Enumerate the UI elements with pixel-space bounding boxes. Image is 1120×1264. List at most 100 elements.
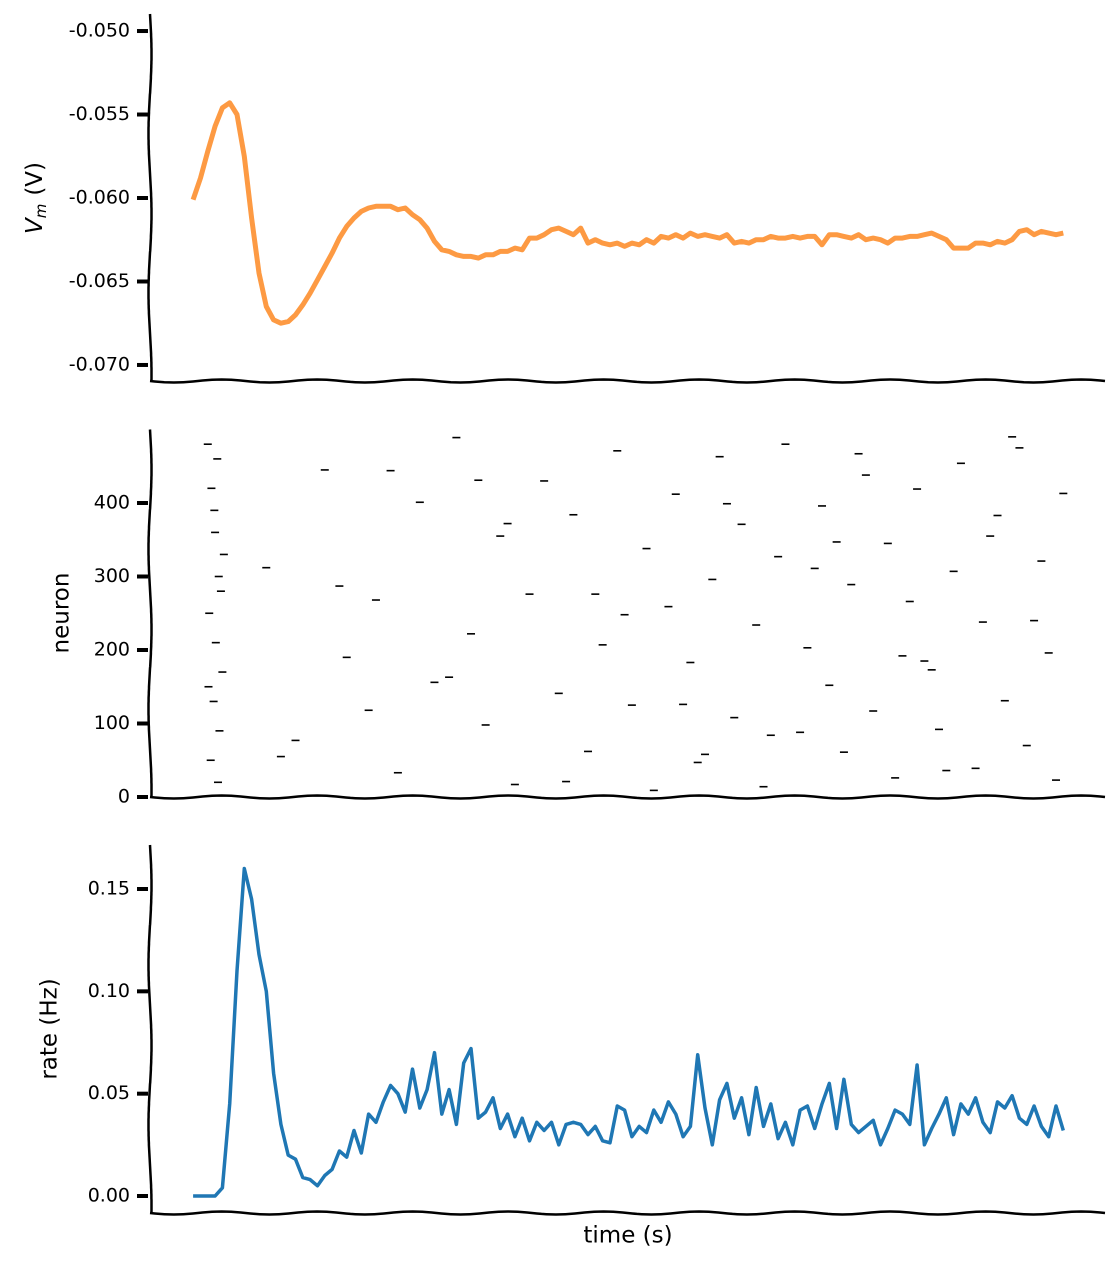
- spike: [262, 566, 271, 569]
- spike: [861, 474, 870, 476]
- spike: [584, 750, 593, 753]
- spike: [671, 493, 680, 495]
- spike: [335, 585, 344, 587]
- spike: [540, 480, 549, 482]
- spike: [803, 646, 812, 649]
- y-tick-label: 0.15: [88, 878, 130, 900]
- spike: [554, 692, 563, 695]
- spike: [847, 583, 856, 586]
- spike: [1015, 447, 1024, 449]
- spike: [701, 753, 710, 756]
- spike: [649, 789, 658, 792]
- spike: [291, 739, 300, 742]
- y-axis-spine: [147, 844, 153, 1214]
- y-label-symbol: V: [22, 216, 48, 234]
- y-tick-label: 300: [94, 565, 130, 587]
- spike: [206, 759, 215, 762]
- spike: [452, 436, 461, 439]
- y-tick-label: 0: [118, 786, 130, 808]
- spike: [211, 531, 220, 534]
- spike: [207, 487, 216, 490]
- y-tick-label: 100: [94, 712, 130, 734]
- spike: [415, 501, 424, 504]
- y-axis-label: Vm (V): [22, 162, 50, 234]
- spike: [839, 751, 848, 753]
- spike: [1044, 652, 1053, 654]
- spike: [1008, 436, 1017, 438]
- spike: [642, 547, 651, 550]
- spike: [503, 522, 512, 525]
- spike: [215, 730, 224, 732]
- y-tick-label: 200: [94, 639, 130, 661]
- y-axis-label: rate (Hz): [37, 978, 63, 1079]
- spike: [613, 450, 622, 452]
- spike: [214, 575, 223, 578]
- spike: [216, 590, 225, 592]
- spike: [693, 761, 702, 764]
- y-axis-spine: [147, 13, 153, 382]
- spike: [393, 771, 402, 774]
- spike: [598, 644, 607, 646]
- y-axis-spine: [147, 429, 153, 798]
- spike: [562, 780, 571, 783]
- spike: [1000, 699, 1009, 702]
- y-tick-label: -0.060: [69, 187, 130, 209]
- spike: [525, 593, 534, 595]
- spike: [591, 593, 600, 595]
- spike: [664, 605, 673, 608]
- spike: [430, 681, 439, 684]
- spike: [956, 462, 965, 465]
- spike: [737, 523, 746, 526]
- spike: [218, 671, 227, 673]
- spike: [708, 578, 717, 581]
- spike: [627, 704, 636, 706]
- spike: [204, 685, 213, 688]
- spike: [766, 734, 775, 737]
- spike: [569, 513, 578, 516]
- y-tick-label: 400: [94, 492, 130, 514]
- spike: [869, 710, 878, 712]
- spike: [320, 469, 329, 471]
- spike: [854, 452, 863, 455]
- spike: [898, 655, 907, 657]
- spike: [722, 502, 731, 505]
- spike: [752, 624, 761, 626]
- spike: [686, 661, 695, 664]
- spike: [342, 656, 351, 659]
- spike: [1059, 492, 1068, 495]
- spike: [219, 553, 228, 556]
- y-tick-label: 0.10: [88, 980, 130, 1002]
- spike: [986, 535, 995, 537]
- spike: [620, 613, 629, 616]
- spike: [759, 785, 768, 788]
- spike: [445, 676, 454, 678]
- y-tick-label: 0.05: [88, 1082, 130, 1104]
- spike: [214, 781, 223, 784]
- spike: [1030, 619, 1039, 622]
- spike: [883, 542, 892, 545]
- spike: [715, 455, 724, 458]
- x-axis-spine: [149, 1210, 1106, 1216]
- spike: [210, 509, 219, 512]
- y-tick-label: -0.070: [69, 353, 130, 375]
- y-axis-label: neuron: [49, 573, 75, 654]
- spike: [1052, 779, 1061, 781]
- y-tick-label: -0.065: [69, 270, 130, 292]
- spike: [971, 767, 980, 770]
- spike: [276, 755, 285, 758]
- spike: [203, 443, 212, 445]
- spike: [949, 570, 958, 573]
- y-label-unit: (V): [22, 162, 48, 196]
- spike: [467, 633, 476, 635]
- spike: [993, 514, 1002, 517]
- spike: [205, 612, 214, 615]
- x-axis-spine: [149, 378, 1106, 384]
- x-axis-spine: [149, 794, 1106, 800]
- spike: [364, 709, 373, 712]
- spike: [920, 660, 929, 662]
- spike: [832, 541, 841, 543]
- spike: [481, 724, 490, 726]
- spike: [211, 641, 220, 644]
- spike: [213, 458, 222, 460]
